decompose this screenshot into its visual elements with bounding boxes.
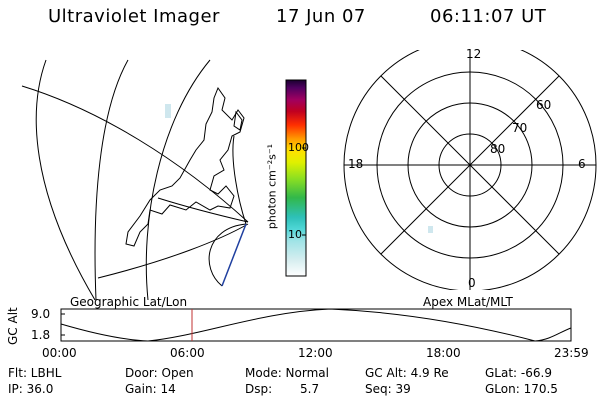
timeline-ytick-9: 9.0 (31, 307, 51, 321)
status-dsp-value: 5.7 (300, 382, 320, 396)
coastline-island (233, 110, 243, 131)
lon-line (157, 197, 249, 223)
status-glon: GLon: 170.5 (485, 382, 558, 396)
lon-line (97, 223, 249, 279)
colorbar-tick-100: 100 (288, 141, 309, 154)
mlat-label-80: 80 (490, 142, 506, 156)
timeline-xtick: 06:00 (170, 346, 205, 360)
mlt-label-18: 18 (348, 157, 364, 171)
aurora-patch (165, 104, 171, 118)
status-filter: Flt: LBHL (8, 366, 62, 380)
coastline (125, 86, 245, 247)
status-ip: IP: 36.0 (8, 382, 54, 396)
colorbar-axis-label: photon cm⁻²s⁻¹ (265, 143, 279, 230)
timeline-xtick: 18:00 (426, 346, 461, 360)
timeline-xtick: 12:00 (298, 346, 333, 360)
polar-aurora-patch (428, 226, 433, 233)
timeline-ytick-1-8: 1.8 (31, 328, 51, 342)
observation-time: 06:11:07 UT (430, 6, 547, 27)
status-seq: Seq: 39 (365, 382, 411, 396)
mlat-label-60: 60 (536, 98, 552, 112)
status-dsp-label: Dsp: (245, 382, 273, 396)
map-label: Geographic Lat/Lon (70, 295, 188, 309)
lat-arc (94, 59, 129, 301)
mlt-label-0: 0 (468, 276, 476, 290)
altitude-curve (60, 308, 572, 342)
mlt-label-12: 12 (466, 47, 482, 61)
orbit-arc (232, 135, 247, 225)
satellite-track (221, 223, 247, 287)
status-door: Door: Open (125, 366, 194, 380)
status-gc-alt: GC Alt: 4.9 Re (365, 366, 449, 380)
orbit-arc (208, 223, 247, 287)
timeline-frame (60, 308, 572, 342)
lat-arc (35, 59, 96, 301)
timeline-xtick: 23:59 (554, 346, 589, 360)
mlt-label-6: 6 (578, 157, 586, 171)
polar-plot (343, 50, 597, 290)
lon-line (21, 85, 249, 223)
polar-label: Apex MLat/MLT (423, 295, 513, 309)
mlat-label-70: 70 (512, 121, 528, 135)
status-mode: Mode: Normal (245, 366, 329, 380)
altitude-timeline (60, 308, 572, 342)
status-gain: Gain: 14 (125, 382, 176, 396)
colorbar-gradient (285, 79, 307, 277)
timeline-xtick: 00:00 (42, 346, 77, 360)
colorbar-tick-10: 10 (288, 228, 302, 241)
instrument-title: Ultraviolet Imager (48, 6, 220, 27)
observation-date: 17 Jun 07 (276, 6, 366, 27)
colorbar (285, 79, 307, 277)
lat-arc (145, 59, 211, 301)
status-glat: GLat: -66.9 (485, 366, 552, 380)
timeline-axis-label: GC Alt (6, 307, 20, 345)
